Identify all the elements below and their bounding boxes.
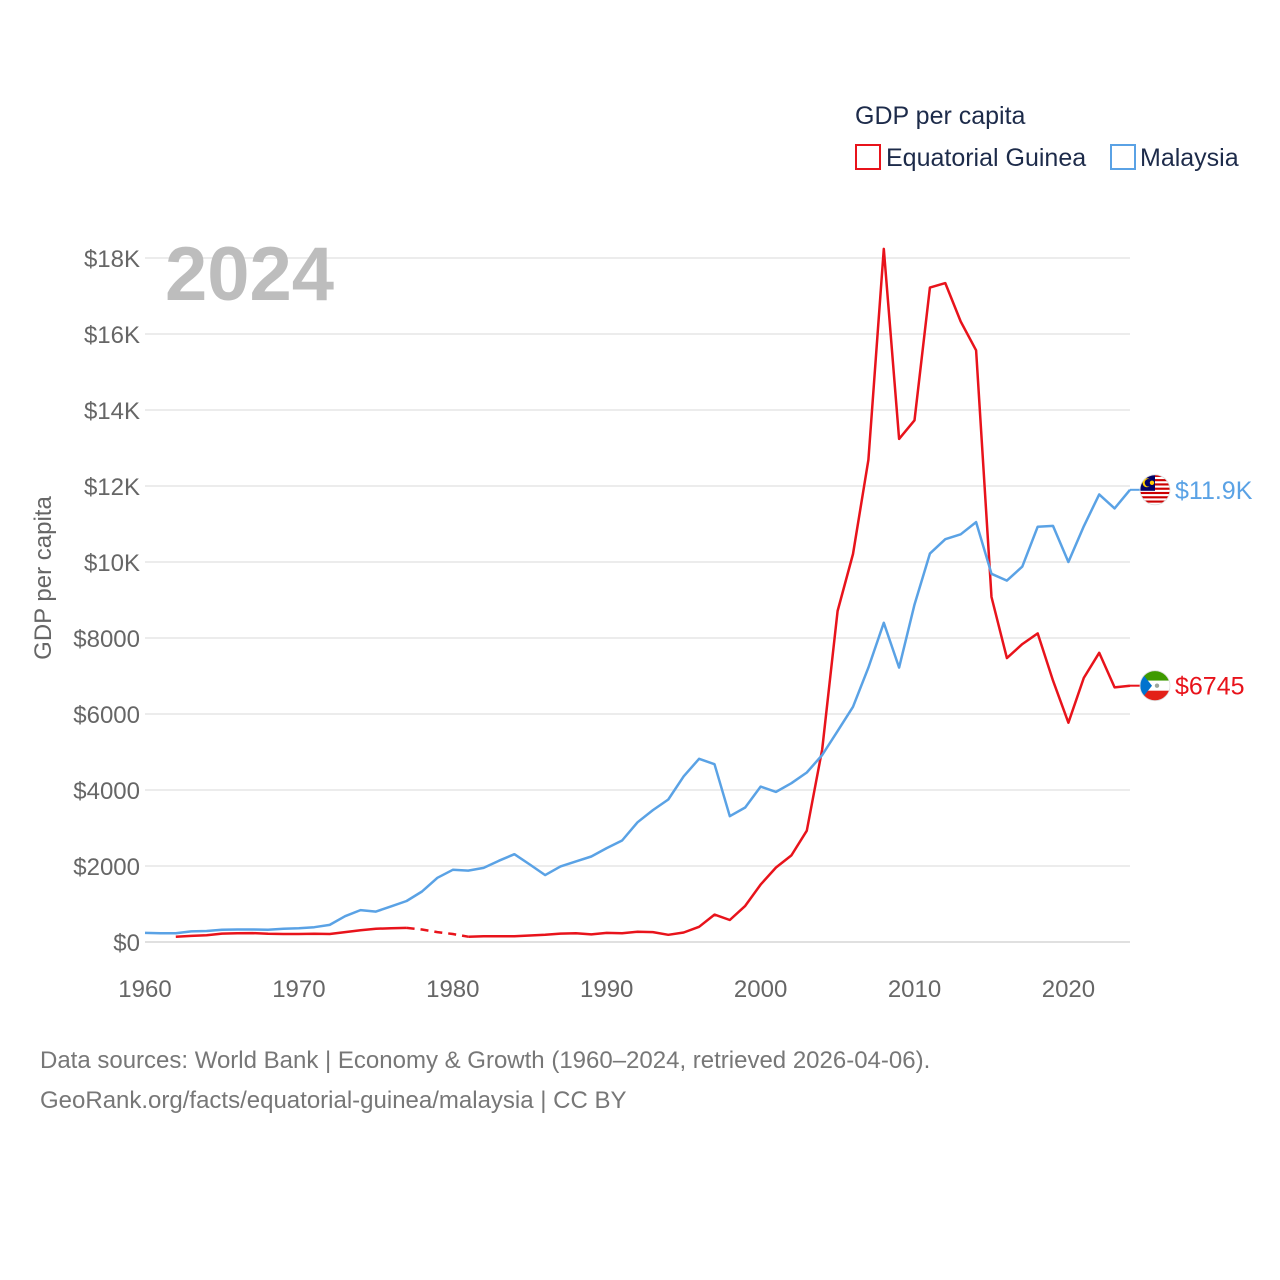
- y-tick-label: $2000: [73, 854, 140, 881]
- legend: GDP per capita Equatorial Guinea Malaysi…: [855, 102, 1239, 172]
- legend-swatch-equatorial-guinea: [855, 144, 881, 170]
- series-line-malaysia[interactable]: [144, 489, 1131, 935]
- x-tick-label: 2010: [888, 976, 941, 1003]
- gridlines: [145, 257, 1130, 867]
- x-tick-label: 1960: [118, 976, 171, 1003]
- y-tick-label: $12K: [84, 474, 140, 501]
- series-lines: [144, 247, 1131, 938]
- x-tick-label: 1990: [580, 976, 633, 1003]
- end-markers: $6745 $11.9K: [1130, 474, 1253, 702]
- x-tick-label: 1970: [272, 976, 325, 1003]
- y-tick-label: $6000: [73, 702, 140, 729]
- x-tick-label: 1980: [426, 976, 479, 1003]
- legend-label-equatorial-guinea: Equatorial Guinea: [886, 144, 1086, 172]
- source-url[interactable]: GeoRank.org/facts/equatorial-guinea/mala…: [40, 1087, 627, 1114]
- legend-title: GDP per capita: [855, 102, 1026, 130]
- y-tick-label: $10K: [84, 550, 140, 577]
- x-axis-ticks: 1960 1970 1980 1990 2000 2010 2020: [118, 976, 1095, 1003]
- series-line-equatorial-guinea[interactable]: [468, 247, 1131, 938]
- malaysia-end-value: $11.9K: [1175, 477, 1253, 505]
- y-tick-label: $0: [113, 930, 140, 957]
- series-gap-equatorial-guinea: [406, 926, 469, 938]
- y-tick-label: $18K: [84, 246, 140, 273]
- legend-item-equatorial-guinea[interactable]: Equatorial Guinea: [855, 144, 1086, 172]
- y-axis-ticks: $0 $2000 $4000 $6000 $8000 $10K $12K $14K $16K $1…: [73, 246, 140, 957]
- y-tick-label: $8000: [73, 626, 140, 653]
- source-note: Data sources: World Bank | Economy & Gro…: [40, 1047, 930, 1074]
- y-tick-label: $16K: [84, 322, 140, 349]
- equatorial-guinea-end-value: $6745: [1175, 673, 1245, 701]
- legend-item-malaysia[interactable]: Malaysia: [1110, 144, 1239, 172]
- equatorial-guinea-flag-icon: [1140, 670, 1170, 701]
- y-tick-label: $4000: [73, 778, 140, 805]
- y-axis-label: GDP per capita: [30, 496, 57, 660]
- x-tick-label: 2020: [1042, 976, 1095, 1003]
- y-tick-label: $14K: [84, 398, 140, 425]
- series-line-equatorial-guinea[interactable]: [175, 926, 407, 938]
- year-watermark: 2024: [165, 232, 334, 317]
- legend-label-malaysia: Malaysia: [1140, 144, 1239, 172]
- legend-swatch-malaysia: [1110, 144, 1136, 170]
- x-tick-label: 2000: [734, 976, 787, 1003]
